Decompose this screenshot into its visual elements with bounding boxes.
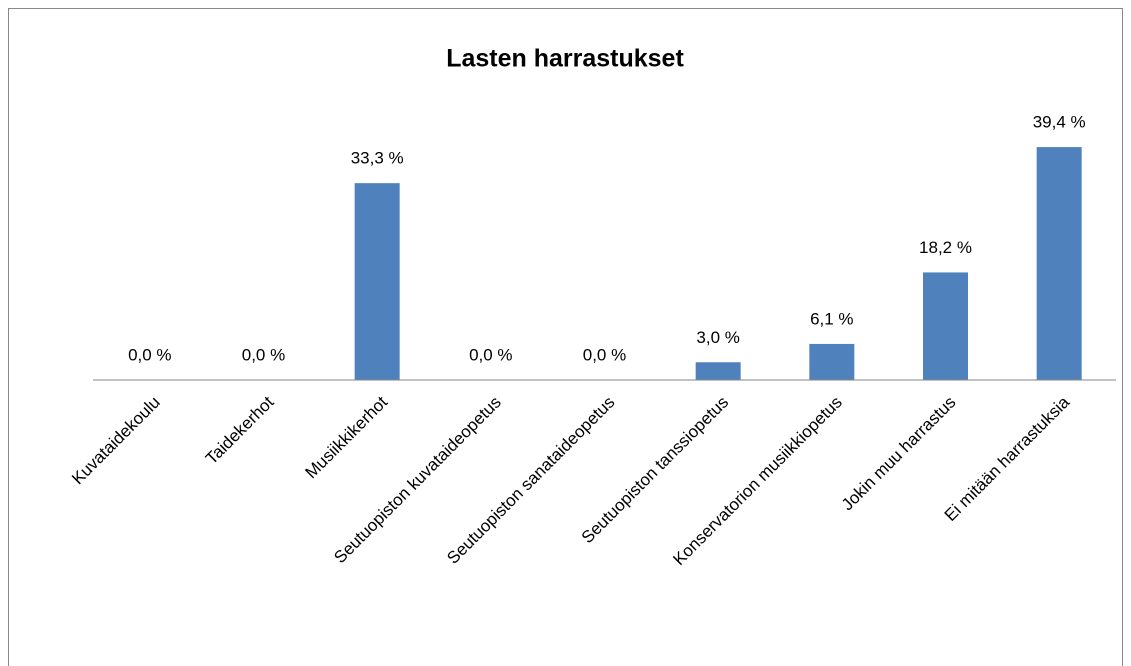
value-label: 33,3 %	[351, 149, 404, 168]
bar	[923, 272, 968, 380]
value-label: 0,0 %	[128, 345, 171, 364]
value-label: 0,0 %	[242, 345, 285, 364]
value-label: 0,0 %	[469, 345, 512, 364]
value-label: 39,4 %	[1033, 113, 1086, 132]
bar	[1036, 147, 1082, 380]
chart-title: Lasten harrastukset	[446, 45, 684, 73]
bar	[695, 362, 741, 380]
value-label: 3,0 %	[696, 328, 739, 347]
value-label: 6,1 %	[810, 309, 853, 328]
bar	[354, 183, 400, 380]
value-label: 18,2 %	[919, 238, 972, 257]
bar	[809, 343, 855, 380]
value-label: 0,0 %	[583, 345, 626, 364]
